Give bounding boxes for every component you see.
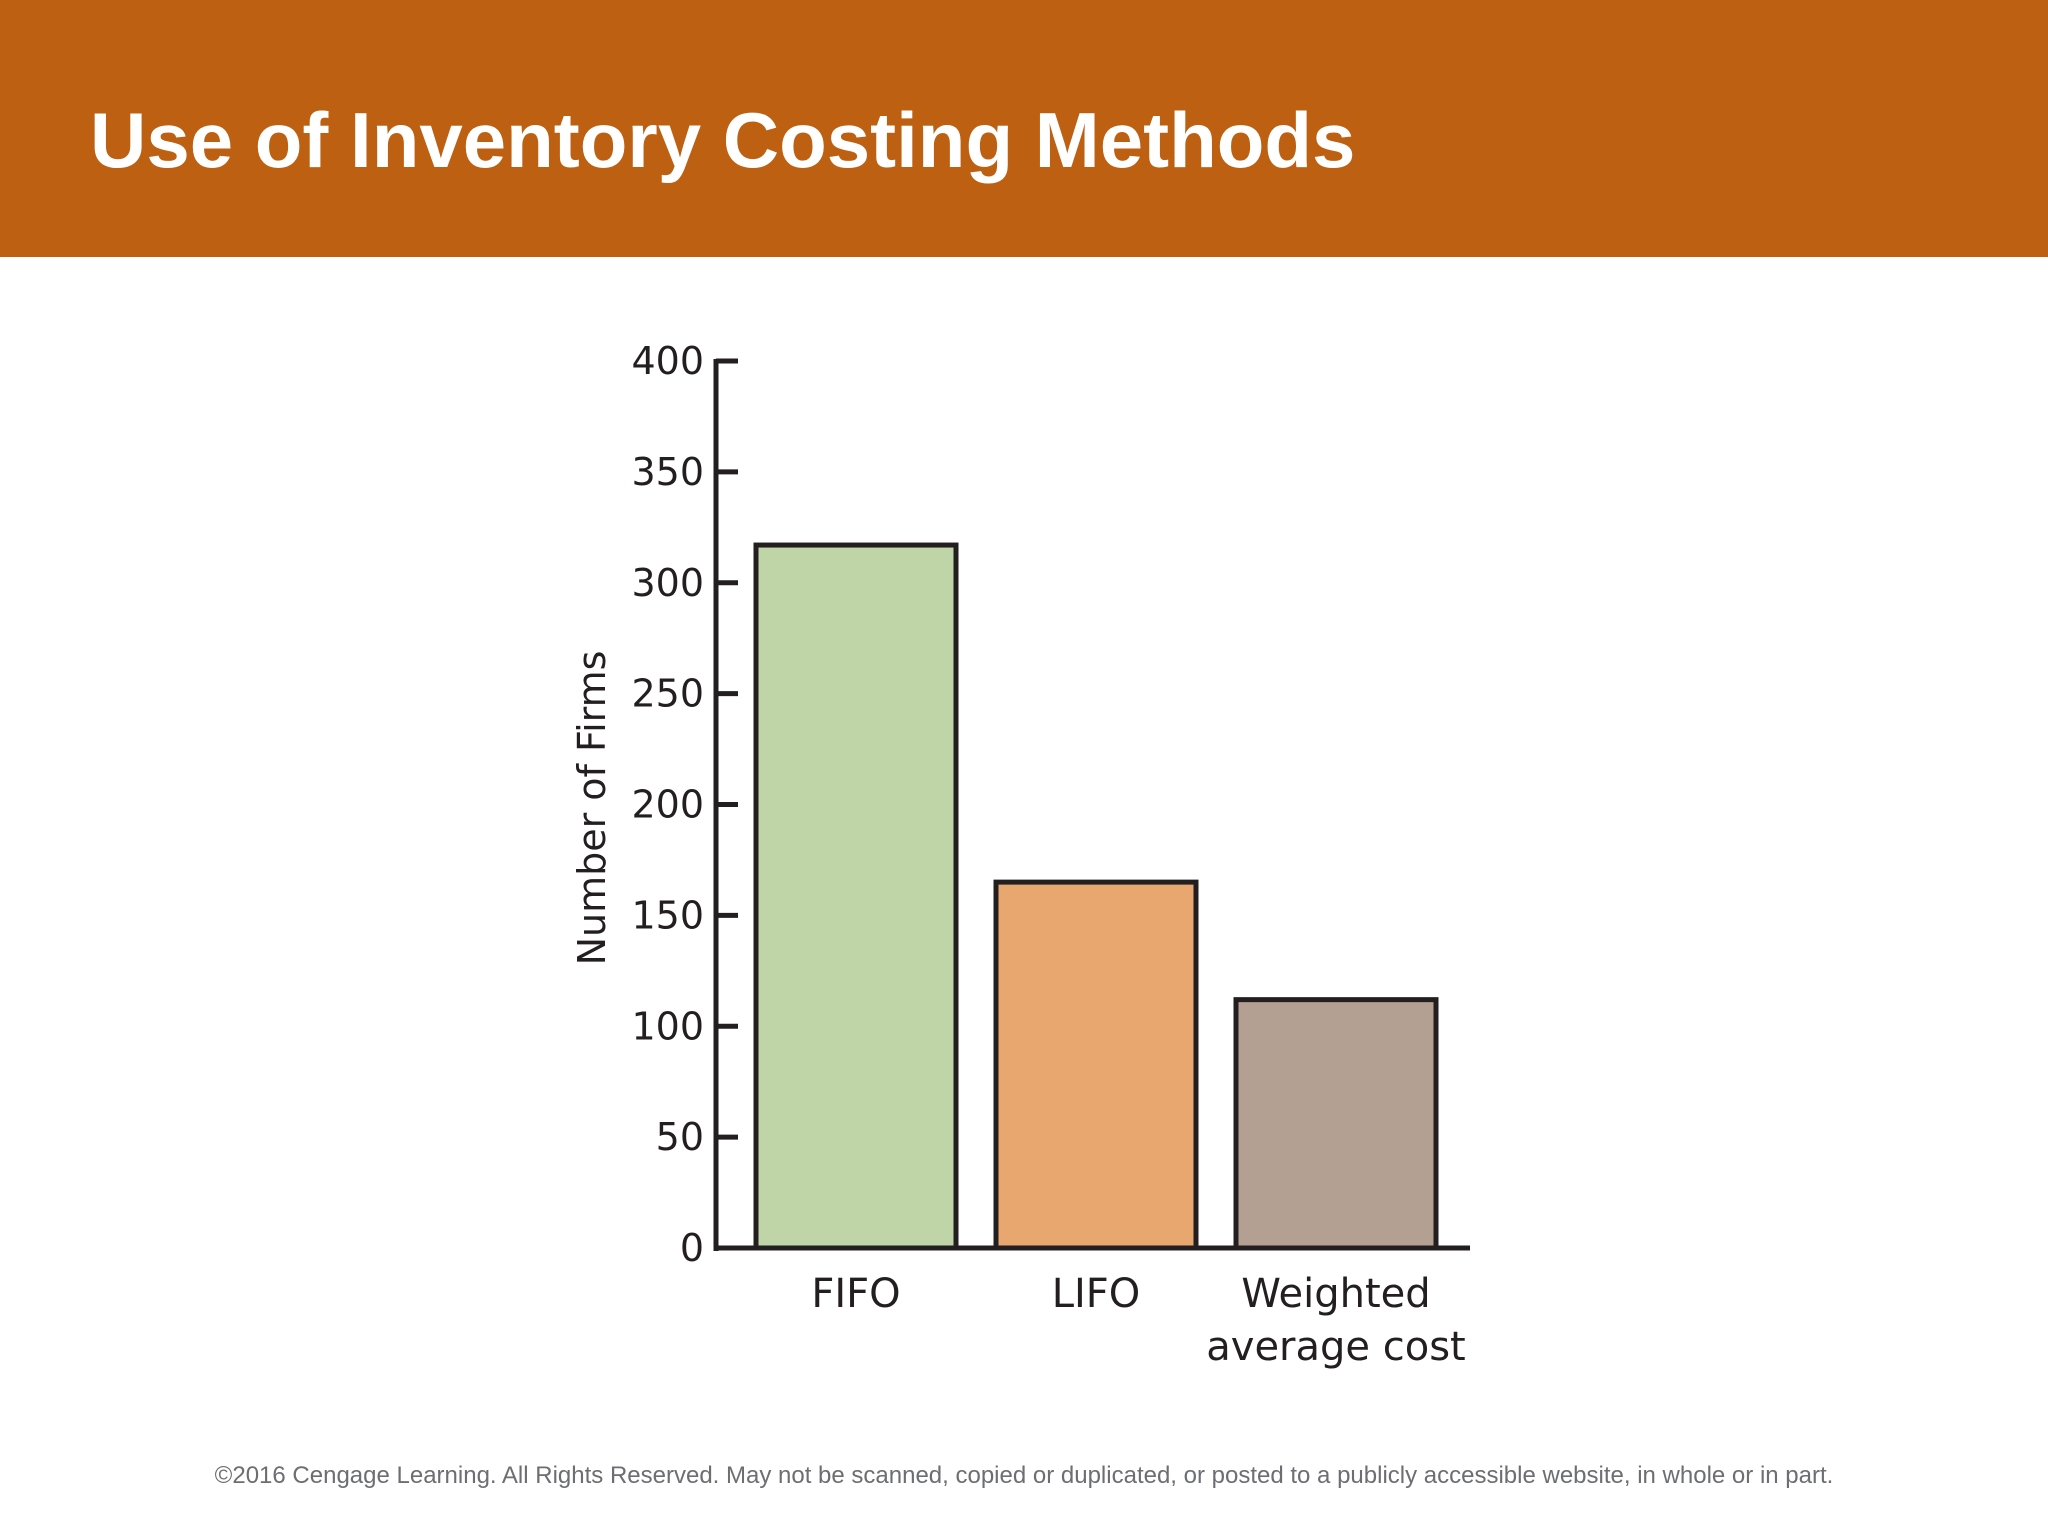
slide-header: Use of Inventory Costing Methods	[0, 0, 2048, 257]
y-tick-label-300: 300	[631, 561, 704, 605]
x-category-label: LIFO	[1052, 1271, 1141, 1317]
bar-fifo	[753, 542, 959, 1251]
y-tick-label-200: 200	[631, 783, 704, 827]
slide-title: Use of Inventory Costing Methods	[90, 96, 1356, 184]
copyright-footer: ©2016 Cengage Learning. All Rights Reser…	[214, 1462, 1834, 1489]
y-tick-label-350: 350	[631, 450, 704, 494]
y-tick-label-400: 400	[631, 339, 704, 383]
y-tick-label-0: 0	[680, 1226, 704, 1270]
y-tick-label-50: 50	[656, 1115, 704, 1159]
y-axis-title: Number of Firms	[570, 651, 614, 966]
bar-lifo	[993, 879, 1199, 1251]
bar-weighted-average-cost	[1233, 997, 1439, 1251]
y-tick-label-100: 100	[631, 1004, 704, 1048]
x-category-label: Weighted	[1241, 1271, 1430, 1317]
x-category-label: FIFO	[811, 1271, 900, 1317]
y-tick-label-150: 150	[631, 893, 704, 937]
y-tick-label-250: 250	[631, 672, 704, 716]
x-category-label: average cost	[1206, 1324, 1465, 1370]
